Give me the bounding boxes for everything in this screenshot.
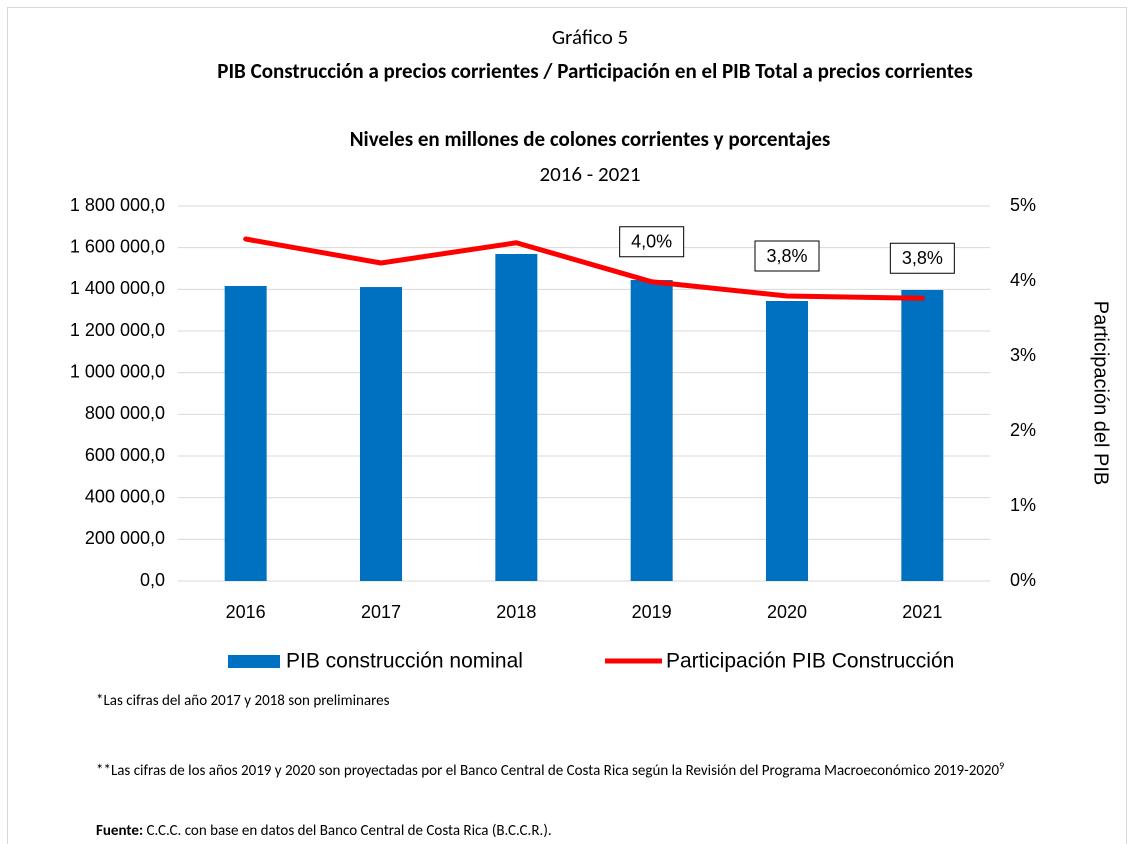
source-label: Fuente: (96, 822, 144, 840)
chart-kicker: Gráfico 5 (551, 24, 629, 50)
y-tick-label: 600 000,0 (85, 445, 165, 465)
y2-tick-label: 0% (1010, 570, 1036, 590)
note: **Las cifras de los años 2019 y 2020 son… (96, 754, 1110, 783)
bar (630, 280, 673, 581)
data-label: 3,8% (902, 248, 943, 268)
y-tick-label: 200 000,0 (85, 528, 165, 548)
y2-tick-label: 2% (1010, 420, 1036, 440)
y-tick-label: 400 000,0 (85, 486, 165, 506)
bar (360, 287, 402, 581)
y-tick-label: 800 000,0 (85, 403, 165, 423)
x-tick-label: 2020 (767, 602, 807, 622)
x-tick-label: 2021 (902, 602, 942, 622)
y-tick-label: 1 800 000,0 (70, 195, 165, 215)
bar (766, 301, 808, 581)
y-tick-label: 0,0 (140, 570, 165, 590)
y2-axis-label: Participación del PIB (1090, 301, 1112, 486)
note: *Las cifras del año 2017 y 2018 son prel… (96, 692, 390, 710)
line (243, 236, 925, 301)
chart-period: 2016 - 2021 (539, 161, 641, 187)
legend-swatch (228, 655, 280, 668)
y2-tick-label: 3% (1010, 345, 1036, 365)
data-label-box (619, 226, 685, 258)
x-tick-label: 2017 (361, 602, 401, 622)
footnote-ref: 9 (999, 759, 1005, 772)
y2-tick-label: 1% (1010, 495, 1036, 515)
y2-tick-label: 5% (1010, 195, 1036, 215)
chart-frame (7, 7, 1127, 844)
source-text: C.C.C. con base en datos del Banco Centr… (143, 822, 552, 840)
chart: 0,0 200 000,0 400 000,0 600 000,0 800 000,0 1… (70, 195, 1112, 673)
y-tick-label: 1 000 000,0 (70, 361, 165, 381)
x-tick-label: 2016 (226, 602, 266, 622)
chart-title: PIB Construcción a precios corrientes / … (217, 58, 973, 84)
data-label-box (754, 240, 820, 272)
bar (901, 290, 944, 581)
note-text: **Las cifras de los años 2019 y 2020 son… (96, 762, 1000, 780)
bar (224, 286, 267, 581)
note: Fuente: C.C.C. con base en datos del Ban… (96, 820, 1110, 843)
data-label: 4,0% (631, 232, 672, 252)
chart-subtitle: Niveles en millones de colones corriente… (349, 126, 831, 152)
y-tick-label: 1 400 000,0 (70, 278, 165, 298)
x-tick-label: 2019 (632, 602, 672, 622)
legend-label: PIB construcción nominal (286, 650, 523, 673)
data-label-box (889, 242, 955, 274)
legend-label: Participación PIB Construcción (666, 650, 954, 673)
y-tick-label: 1 200 000,0 (70, 320, 165, 340)
y-tick-label: 1 600 000,0 (70, 236, 165, 256)
y2-tick-label: 4% (1010, 270, 1036, 290)
x-tick-label: 2018 (496, 602, 536, 622)
bar (495, 254, 538, 581)
data-label: 3,8% (766, 246, 807, 266)
